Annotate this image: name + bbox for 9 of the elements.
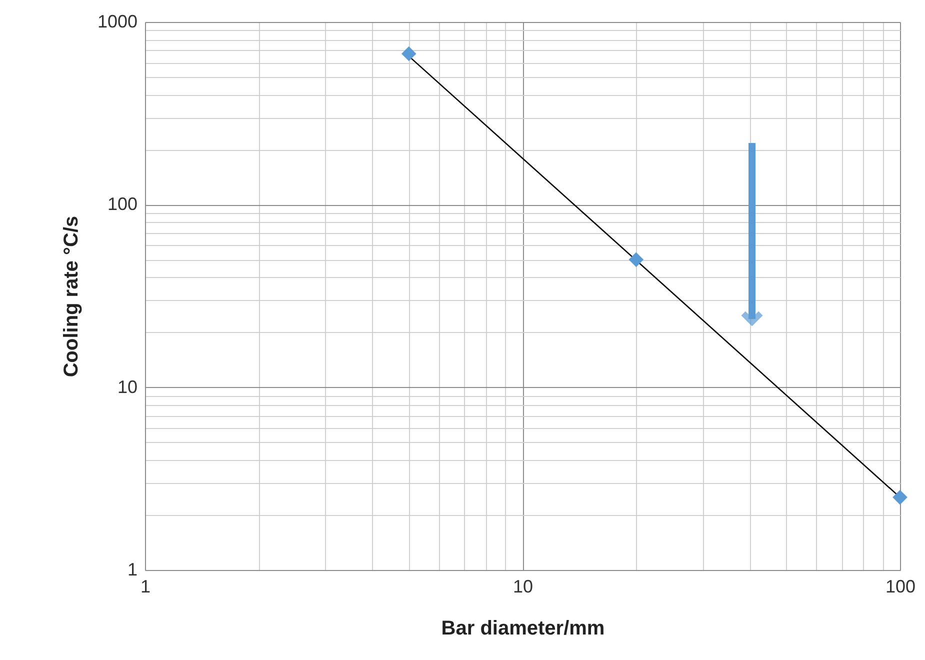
x-tick-label: 10	[512, 576, 534, 596]
y-tick-label: 1000	[97, 12, 138, 32]
y-tick-label: 1	[127, 560, 138, 580]
x-tick-label: 1	[140, 576, 151, 596]
y-tick-label: 10	[117, 376, 138, 397]
x-axis-title: Bar diameter/mm	[441, 618, 605, 640]
y-tick-label: 100	[107, 194, 138, 214]
y-axis-title: Cooling rate °C/s	[60, 216, 82, 378]
x-tick-label: 100	[885, 576, 916, 596]
